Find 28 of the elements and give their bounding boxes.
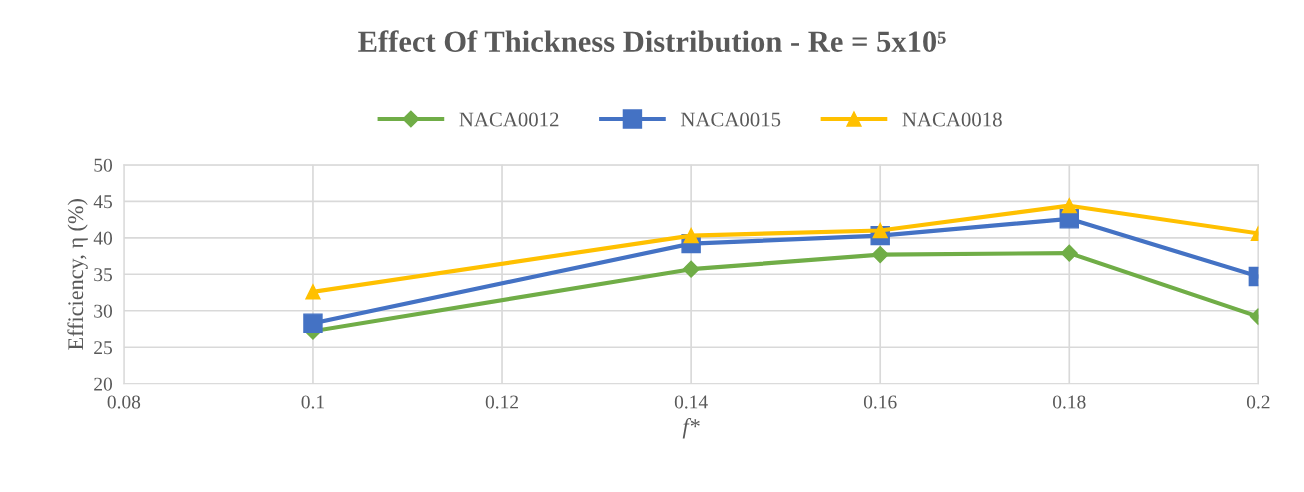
- x-axis-title: f*: [682, 418, 700, 439]
- point: [872, 222, 888, 239]
- point: [305, 284, 321, 300]
- y-tick-label: 40: [93, 231, 113, 245]
- point: [871, 246, 889, 264]
- x-tick-label: 0.08: [107, 395, 141, 409]
- y-tick-label: 35: [94, 268, 113, 282]
- y-tick-label: 25: [94, 341, 113, 355]
- point: [303, 313, 323, 333]
- x-tick-label: 0.18: [1053, 395, 1086, 409]
- legend-label: NACA0018: [902, 112, 1002, 127]
- point: [1060, 244, 1078, 262]
- x-tick-label: 0.1: [301, 395, 324, 409]
- x-tick-label: 0.16: [863, 395, 897, 409]
- y-tick-label: 45: [93, 195, 113, 209]
- point: [683, 227, 699, 244]
- y-tick-label: 20: [94, 377, 113, 391]
- point: [682, 260, 700, 278]
- point: [1061, 198, 1077, 214]
- legend-label: NACA0015: [680, 112, 781, 127]
- y-axis-title: Efficiency, η (%): [67, 199, 88, 350]
- y-tick-label: 30: [94, 304, 113, 318]
- y-tick-label: 50: [94, 158, 113, 172]
- x-tick-label: 0.2: [1246, 395, 1270, 409]
- legend-label: NACA0012: [459, 112, 559, 127]
- chart-title: Effect Of Thickness Distribution - Re = 5x10⁵: [358, 30, 946, 53]
- x-tick-label: 0.12: [485, 395, 518, 409]
- x-tick-label: 0.14: [674, 395, 708, 409]
